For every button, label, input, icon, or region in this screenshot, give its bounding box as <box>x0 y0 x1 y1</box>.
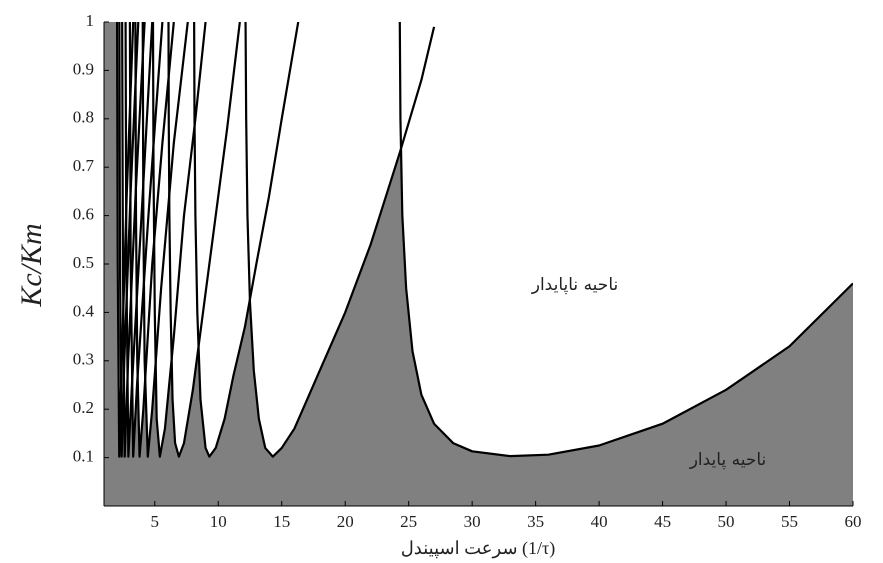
y-tick-label: 1 <box>86 11 95 30</box>
y-tick-label: 0.3 <box>73 350 94 369</box>
y-tick-label: 0.4 <box>73 301 95 320</box>
lobe-line <box>167 22 241 458</box>
y-tick-label: 0.8 <box>73 108 94 127</box>
y-tick-label: 0.9 <box>73 59 94 78</box>
lobe-line <box>118 22 140 458</box>
annotation: ناحیه ناپایدار <box>531 275 618 295</box>
x-tick-label: 10 <box>210 512 227 531</box>
y-tick-label: 0.1 <box>73 447 94 466</box>
y-tick-label: 0.7 <box>73 156 95 175</box>
x-tick-label: 20 <box>337 512 354 531</box>
lobe-line <box>141 22 189 458</box>
lobe-line <box>134 22 175 458</box>
plot-area <box>104 22 853 506</box>
y-tick-label: 0.2 <box>73 398 94 417</box>
x-tick-label: 35 <box>527 512 544 531</box>
unstable-area <box>399 22 853 457</box>
x-tick-label: 30 <box>464 512 481 531</box>
x-tick-label: 50 <box>718 512 735 531</box>
x-tick-label: 55 <box>781 512 798 531</box>
annotation: ناحیه پایدار <box>689 450 767 470</box>
y-tick-label: 0.5 <box>73 253 94 272</box>
x-tick-label: 5 <box>151 512 160 531</box>
lobe-line <box>244 22 436 458</box>
lobe-line <box>121 22 146 458</box>
y-tick-label: 0.6 <box>73 205 94 224</box>
x-tick-label: 60 <box>845 512 862 531</box>
lobe-line <box>115 22 135 458</box>
lobe-line <box>193 22 300 458</box>
x-axis-label: سرعت اسپیندل (1/τ) <box>401 538 556 559</box>
y-axis-label: Kc/Km <box>15 223 48 307</box>
lobe-line <box>398 22 853 458</box>
x-tick-label: 25 <box>400 512 417 531</box>
x-tick-label: 40 <box>591 512 608 531</box>
unstable-area <box>245 22 435 457</box>
x-tick-label: 45 <box>654 512 671 531</box>
x-tick-label: 15 <box>273 512 290 531</box>
